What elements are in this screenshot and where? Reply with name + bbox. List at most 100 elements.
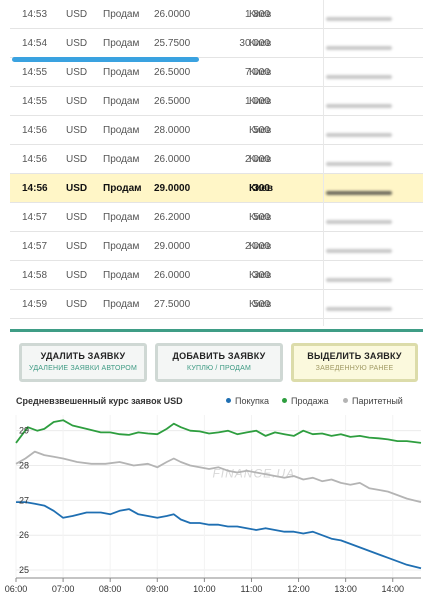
row-time: 14:56 xyxy=(22,125,48,136)
row-currency: USD xyxy=(66,154,88,165)
legend-buy[interactable]: Покупка xyxy=(226,396,269,406)
delete-order-button[interactable]: УДАЛИТЬ ЗАЯВКУ УДАЛЕНИЕ ЗАЯВКИ АВТОРОМ xyxy=(19,343,147,382)
row-amount: 1 000 xyxy=(244,96,270,107)
row-contact-blurred xyxy=(326,177,418,200)
row-amount: 500 xyxy=(253,299,270,310)
add-order-button[interactable]: ДОБАВИТЬ ЗАЯВКУ КУПЛЮ / ПРОДАМ xyxy=(155,343,283,382)
row-amount: 300 xyxy=(253,270,270,281)
table-row[interactable]: 14:56 USD Продам 28.0000 500 Киев xyxy=(10,116,423,145)
legend-parity-dot xyxy=(343,398,348,403)
table-row[interactable]: 14:56 USD Продам 26.0000 2 000 Киев xyxy=(10,145,423,174)
legend-parity[interactable]: Паритетный xyxy=(343,396,403,406)
table-row[interactable]: 14:59 USD Продам 27.5000 500 Киев xyxy=(10,290,423,319)
row-time: 14:56 xyxy=(22,183,48,194)
row-contact-blurred xyxy=(326,293,418,316)
row-currency: USD xyxy=(66,125,88,136)
row-amount: 2 000 xyxy=(244,154,270,165)
x-tick-label: 12:00 xyxy=(287,584,310,594)
legend-parity-label: Паритетный xyxy=(352,396,403,406)
x-tick-label: 10:00 xyxy=(193,584,216,594)
row-amount: 500 xyxy=(253,212,270,223)
row-action: Продам xyxy=(103,154,140,165)
row-currency: USD xyxy=(66,212,88,223)
row-action: Продам xyxy=(103,125,140,136)
row-city: Киев xyxy=(249,96,272,107)
watermark-text: FINANCE.UA xyxy=(212,467,295,481)
row-time: 14:57 xyxy=(22,241,48,252)
row-rate: 29.0000 xyxy=(154,241,191,252)
row-amount: 2 000 xyxy=(244,241,270,252)
row-amount: 1 800 xyxy=(244,9,270,20)
row-action: Продам xyxy=(103,241,140,252)
row-time: 14:58 xyxy=(22,270,48,281)
row-city: Киев xyxy=(249,125,272,136)
row-city: Киев xyxy=(249,154,272,165)
row-amount: 500 xyxy=(253,125,270,136)
table-row[interactable]: 14:55 USD Продам 26.5000 1 000 Киев xyxy=(10,87,423,116)
row-city: Киев xyxy=(249,183,273,194)
row-rate: 26.0000 xyxy=(154,154,191,165)
row-action: Продам xyxy=(103,299,140,310)
row-time: 14:53 xyxy=(22,9,48,20)
legend-buy-label: Покупка xyxy=(235,396,270,406)
row-contact-blurred xyxy=(326,119,418,142)
row-amount: 30 000 xyxy=(239,38,270,49)
y-tick-label: 29 xyxy=(19,426,29,436)
y-tick-label: 25 xyxy=(19,565,29,575)
x-tick-label: 07:00 xyxy=(52,584,75,594)
row-currency: USD xyxy=(66,38,88,49)
delete-order-subtitle: УДАЛЕНИЕ ЗАЯВКИ АВТОРОМ xyxy=(28,365,137,372)
highlight-order-subtitle: ЗАВЕДЕННУЮ РАНЕЕ xyxy=(315,365,394,372)
y-tick-label: 26 xyxy=(19,530,29,540)
row-action: Продам xyxy=(103,9,140,20)
table-row[interactable]: 14:55 USD Продам 26.5000 7 000 Киев xyxy=(10,58,423,87)
row-time: 14:55 xyxy=(22,67,48,78)
y-tick-label: 27 xyxy=(19,495,29,505)
table-row[interactable]: 14:58 USD Продам 26.0000 300 Киев xyxy=(10,261,423,290)
row-city: Киев xyxy=(249,299,272,310)
table-row[interactable]: 14:57 USD Продам 29.0000 2 000 Киев xyxy=(10,232,423,261)
row-action: Продам xyxy=(103,212,140,223)
row-rate: 27.5000 xyxy=(154,299,191,310)
row-currency: USD xyxy=(66,9,88,20)
table-row[interactable]: 14:54 USD Продам 25.7500 30 000 Киев xyxy=(10,29,423,58)
x-tick-label: 13:00 xyxy=(334,584,357,594)
row-currency: USD xyxy=(66,241,88,252)
row-city: Киев xyxy=(249,9,272,20)
row-currency: USD xyxy=(66,183,88,194)
highlight-order-title: ВЫДЕЛИТЬ ЗАЯВКУ xyxy=(307,351,402,361)
highlight-order-button[interactable]: ВЫДЕЛИТЬ ЗАЯВКУ ЗАВЕДЕННУЮ РАНЕЕ xyxy=(291,343,418,382)
table-row[interactable]: 14:57 USD Продам 26.2000 500 Киев xyxy=(10,203,423,232)
chart-title: Средневзвешенный курс заявок USD xyxy=(16,396,183,406)
x-tick-label: 08:00 xyxy=(99,584,122,594)
rate-line-chart: FINANCE.UA 25 26 27 28 29 06:00 07:00 08:00 09:00… xyxy=(5,415,422,594)
row-action: Продам xyxy=(103,38,140,49)
series-line xyxy=(16,501,422,570)
row-rate: 25.7500 xyxy=(154,38,191,49)
legend-sell[interactable]: Продажа xyxy=(282,396,329,406)
row-currency: USD xyxy=(66,299,88,310)
row-contact-blurred xyxy=(326,3,418,26)
contact-column-divider xyxy=(323,0,324,326)
legend-sell-label: Продажа xyxy=(291,396,329,406)
row-action: Продам xyxy=(103,270,140,281)
x-tick-label: 09:00 xyxy=(146,584,169,594)
row-time: 14:56 xyxy=(22,154,48,165)
row-contact-blurred xyxy=(326,148,418,171)
x-tick-label: 11:00 xyxy=(241,584,263,594)
row-time: 14:55 xyxy=(22,96,48,107)
row-amount: 7 000 xyxy=(244,67,270,78)
orders-table: 14:53 USD Продам 26.0000 1 800 Киев 14:54 USD Пр… xyxy=(10,0,423,326)
section-divider xyxy=(10,329,423,332)
add-order-subtitle: КУПЛЮ / ПРОДАМ xyxy=(186,365,251,372)
row-rate: 26.0000 xyxy=(154,270,191,281)
table-row[interactable]: 14:53 USD Продам 26.0000 1 800 Киев xyxy=(10,0,423,29)
row-rate: 26.2000 xyxy=(154,212,191,223)
add-order-title: ДОБАВИТЬ ЗАЯВКУ xyxy=(172,351,266,361)
table-row-highlighted[interactable]: 14:56 USD Продам 29.0000 300 Киев xyxy=(10,174,423,203)
row-action: Продам xyxy=(103,183,142,194)
row-contact-blurred xyxy=(326,32,418,55)
row-action: Продам xyxy=(103,96,140,107)
row-rate: 26.5000 xyxy=(154,96,191,107)
series-line xyxy=(15,450,422,503)
